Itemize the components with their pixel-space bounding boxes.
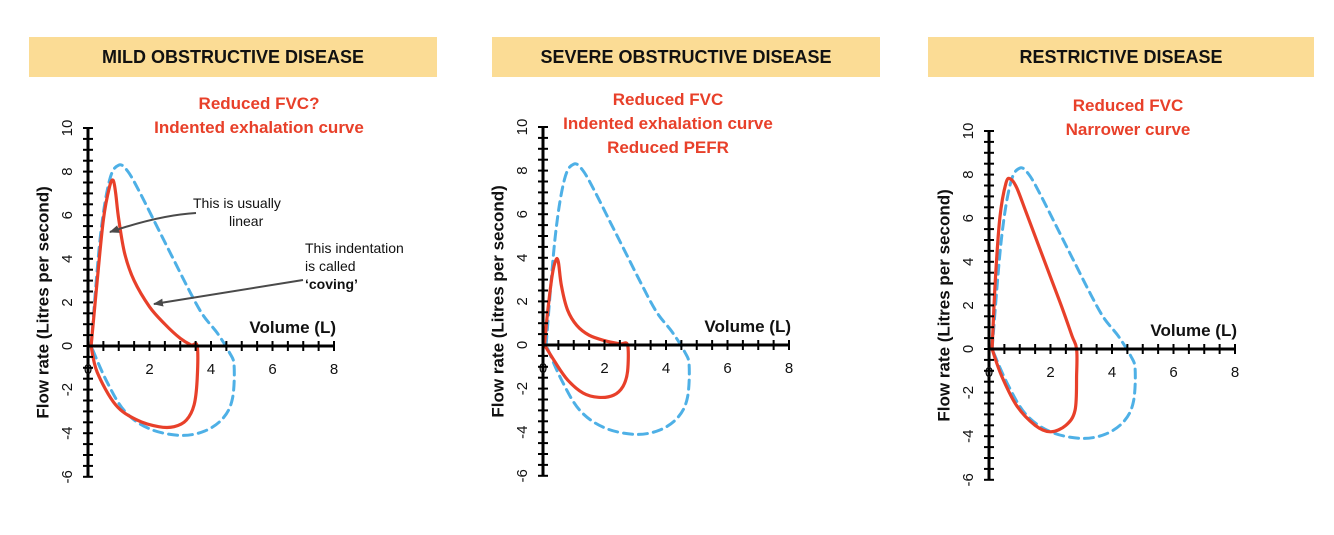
annotation-line: is called <box>305 258 356 274</box>
subtitle-line: Reduced FVC? <box>198 94 320 113</box>
annotation-line: This indentation <box>305 240 404 256</box>
subtitle-line: Indented exhalation curve <box>154 118 364 137</box>
y-tick-label: 4 <box>960 258 977 266</box>
panel-title-severe: SEVERE OBSTRUCTIVE DISEASE <box>492 37 880 77</box>
series-normal-line <box>990 166 1137 440</box>
y-tick-label: 6 <box>960 214 977 222</box>
x-tick-label: 8 <box>330 361 338 378</box>
annotation-line: linear <box>229 213 264 229</box>
y-axis-title: Flow rate (Litres per second) <box>934 189 953 421</box>
x-axis-title: Volume (L) <box>249 318 336 337</box>
subtitle-line: Reduced FVC <box>1072 96 1184 115</box>
y-tick-label: 6 <box>514 210 531 218</box>
annotation-arrow-linear <box>109 212 197 233</box>
y-axis-title: Flow rate (Litres per second) <box>488 185 507 417</box>
y-tick-label: -6 <box>514 469 531 482</box>
series-patient-line <box>542 256 630 399</box>
series-patient-line <box>89 178 200 430</box>
y-tick-label: -2 <box>960 386 977 399</box>
series-patient-line <box>990 176 1079 434</box>
y-axis-title: Flow rate (Litres per second) <box>33 186 52 418</box>
y-tick-label: 0 <box>960 345 977 353</box>
subtitle-mild: Reduced FVC? Indented exhalation curve <box>109 92 409 140</box>
x-tick-label: 2 <box>1046 364 1054 381</box>
x-tick-label: 6 <box>723 360 731 377</box>
subtitle-line: Indented exhalation curve <box>563 114 773 133</box>
x-tick-label: 2 <box>600 360 608 377</box>
y-tick-label: 10 <box>960 123 977 140</box>
subtitle-line: Reduced FVC <box>612 90 724 109</box>
y-tick-label: 10 <box>59 120 76 137</box>
y-tick-label: 2 <box>59 298 76 306</box>
annotation-line: This is usually <box>193 195 281 211</box>
x-tick-label: 0 <box>539 360 547 377</box>
x-tick-label: 6 <box>268 361 276 378</box>
y-tick-label: 2 <box>960 301 977 309</box>
y-tick-label: 8 <box>960 170 977 178</box>
x-tick-label: 2 <box>145 361 153 378</box>
y-tick-label: 0 <box>514 341 531 349</box>
y-tick-label: 8 <box>514 166 531 174</box>
chart-mild-obstructive: 0 2 4 6 8 -6 -4 -2 0 2 4 6 8 10 Volume (L) Flow rate (L… <box>33 120 338 484</box>
y-tick-label: -4 <box>59 427 76 440</box>
x-axis-title: Volume (L) <box>1150 321 1237 340</box>
y-tick-label: -4 <box>960 430 977 443</box>
y-tick-label: 4 <box>514 254 531 262</box>
panel-title-restrictive: RESTRICTIVE DISEASE <box>928 37 1314 77</box>
x-axis-title: Volume (L) <box>704 317 791 336</box>
x-tick-label: 4 <box>207 361 215 378</box>
subtitle-line: Reduced PEFR <box>607 138 729 157</box>
subtitle-restrictive: Reduced FVC Narrower curve <box>978 94 1278 142</box>
x-tick-label: 6 <box>1169 364 1177 381</box>
x-tick-label: 0 <box>84 361 92 378</box>
chart-severe-obstructive: 0 2 4 6 8 -6 -4 -2 0 2 4 6 8 10 Volume (L) Flow rate (L… <box>488 119 793 483</box>
annotation-line: ‘coving’ <box>305 276 358 292</box>
subtitle-line: Narrower curve <box>1065 120 1191 139</box>
x-tick-label: 8 <box>785 360 793 377</box>
y-tick-label: -2 <box>59 383 76 396</box>
annotation-linear: This is usually linear <box>193 194 281 230</box>
series-normal-line <box>89 163 236 437</box>
x-tick-label: 4 <box>662 360 670 377</box>
y-tick-label: 2 <box>514 297 531 305</box>
y-tick-label: 8 <box>59 167 76 175</box>
y-tick-label: 0 <box>59 342 76 350</box>
y-tick-label: -6 <box>960 473 977 486</box>
y-tick-label: -6 <box>59 470 76 483</box>
x-tick-label: 8 <box>1231 364 1239 381</box>
x-tick-label: 0 <box>985 364 993 381</box>
panel-title-mild: MILD OBSTRUCTIVE DISEASE <box>29 37 437 77</box>
chart-restrictive: 0 2 4 6 8 -6 -4 -2 0 2 4 6 8 10 Volume (L) Flow rate (L… <box>934 123 1239 487</box>
annotation-arrow-coving <box>153 279 304 307</box>
x-tick-label: 4 <box>1108 364 1116 381</box>
y-tick-label: 6 <box>59 211 76 219</box>
y-tick-label: -4 <box>514 426 531 439</box>
subtitle-severe: Reduced FVC Indented exhalation curve Re… <box>518 88 818 160</box>
series-normal-line <box>544 162 691 436</box>
y-tick-label: -2 <box>514 382 531 395</box>
annotation-coving: This indentation is called ‘coving’ <box>305 239 404 293</box>
y-tick-label: 4 <box>59 255 76 263</box>
y-tick-label: 10 <box>514 119 531 136</box>
